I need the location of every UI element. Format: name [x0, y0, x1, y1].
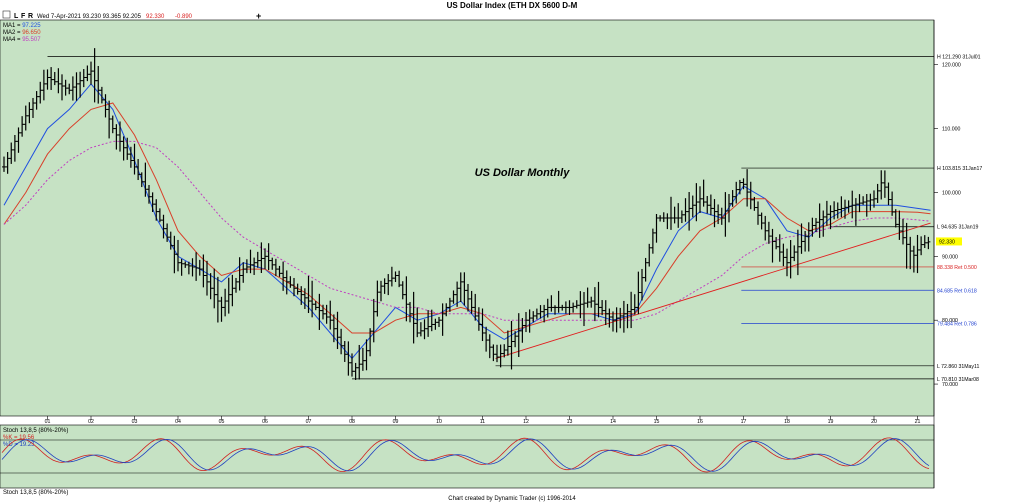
y-tick-label: 80.000 — [942, 318, 958, 324]
legend-ma1: MA1 = 97.225 — [3, 23, 41, 29]
x-tick-label: 21 — [915, 419, 921, 425]
legend-ma4-value: 95.507 — [22, 37, 41, 43]
level-label: L 72.860 31May11 — [937, 364, 980, 370]
x-tick-label: 20 — [871, 419, 877, 425]
x-tick-label: 01 — [45, 419, 51, 425]
toolbar-letter-f[interactable]: F — [21, 13, 26, 20]
level-label: H 121.290 31Jul01 — [937, 54, 981, 60]
toolbar-letter-l[interactable]: L — [14, 13, 19, 20]
current-price-label: 92.330 — [939, 239, 955, 245]
x-tick-label: 13 — [567, 419, 573, 425]
x-tick-label: 14 — [610, 419, 616, 425]
price-bar — [926, 236, 931, 250]
level-label: H 103.815 31Jan17 — [937, 166, 982, 172]
stoch-k-line — [1, 437, 930, 473]
y-axis: 120.000 110.000 100.000 90.000 80.000 70.000 — [934, 63, 961, 388]
level-label: 84.685 Ret 0.618 — [937, 288, 977, 294]
trendline-line — [495, 222, 931, 359]
legend-ma1-label: MA1 = — [3, 23, 22, 29]
ma-legend: MA1 = 97.225 MA2 = 96.650 MA4 = 95.507 — [3, 23, 41, 43]
x-tick-label: 02 — [88, 419, 94, 425]
current-price-box — [936, 237, 962, 246]
legend-ma2-label: MA2 = — [3, 30, 22, 36]
x-tick-label: 12 — [523, 419, 529, 425]
price-bars — [2, 48, 931, 380]
x-tick-label: 04 — [175, 419, 181, 425]
x-tick-label: 11 — [480, 419, 485, 425]
level-label: L 94.635 31Jan19 — [937, 225, 978, 231]
quote-readout: Wed 7-Apr-2021 93.230 93.365 92.205 — [37, 14, 142, 20]
current-price-marker: 92.330 — [936, 237, 962, 246]
x-tick-label: 07 — [306, 419, 312, 425]
stoch-bottom-label: Stoch 13,8,5 (80%-20%) — [3, 490, 68, 496]
stoch-d-value: %D = 19.23 — [3, 442, 35, 448]
level-lines: H 121.290 31Jul01 H 103.815 31Jan17 L 94.6… — [47, 54, 982, 383]
stoch-d-line — [1, 438, 930, 472]
chart-title: US Dollar Monthly — [475, 167, 571, 179]
legend-ma2-value: 96.650 — [22, 30, 41, 36]
x-tick-label: 03 — [132, 419, 138, 425]
ma-line-ma1 — [3, 83, 931, 360]
legend-ma1-value: 97.225 — [22, 23, 41, 29]
x-tick-label: 06 — [262, 419, 268, 425]
level-label: 88.338 Ret 0.500 — [937, 265, 977, 271]
y-tick-label: 90.000 — [942, 254, 958, 260]
trendline — [495, 222, 931, 359]
checkbox-icon[interactable] — [2, 10, 11, 19]
window-title: US Dollar Index (ETH DX 5600 D-M — [447, 1, 578, 10]
x-tick-label: 05 — [219, 419, 225, 425]
x-tick-label: 18 — [784, 419, 790, 425]
x-tick-label: 19 — [828, 419, 834, 425]
y-tick-label: 100.000 — [942, 190, 961, 196]
price-change: -0.890 — [175, 14, 193, 20]
x-tick-label: 09 — [393, 419, 399, 425]
price-panel — [0, 19, 935, 417]
footer-credit: Chart created by Dynamic Trader (c) 1996… — [448, 496, 576, 502]
stoch-lines — [1, 437, 930, 473]
stoch-k-value: %K = 19.56 — [3, 435, 35, 441]
last-price: 92.330 — [146, 14, 165, 20]
y-tick-label: 110.000 — [942, 127, 960, 133]
level-label: 79.484 Ret 0.786 — [937, 321, 977, 327]
x-tick-label: 10 — [436, 419, 442, 425]
stoch-title: Stoch 13,8,5 (80%-20%) — [3, 428, 68, 434]
level-label: L 70.810 31Mar08 — [937, 377, 979, 383]
x-tick-label: 16 — [697, 419, 703, 425]
legend-ma2: MA2 = 96.650 — [3, 30, 41, 36]
y-tick-label: 70.000 — [942, 382, 958, 388]
legend-ma4-label: MA4 = — [3, 37, 22, 43]
x-tick-label: 08 — [349, 419, 355, 425]
x-axis: 01 02 03 04 05 06 07 08 09 10 11 12 13 14 15 16 17 18 19 20… — [45, 416, 921, 425]
ma-line-ma4 — [3, 140, 931, 321]
legend-ma4: MA4 = 95.507 — [3, 37, 41, 43]
add-icon[interactable]: + — [256, 11, 261, 21]
x-tick-label: 15 — [654, 419, 660, 425]
x-tick-label: 17 — [741, 419, 747, 425]
stoch-legend: Stoch 13,8,5 (80%-20%) %K = 19.56 %D = 1… — [3, 428, 68, 448]
toolbar-letter-r[interactable]: R — [28, 13, 33, 20]
toolbar: L F R Wed 7-Apr-2021 93.230 93.365 92.20… — [2, 10, 261, 21]
y-tick-label: 120.000 — [942, 63, 961, 69]
